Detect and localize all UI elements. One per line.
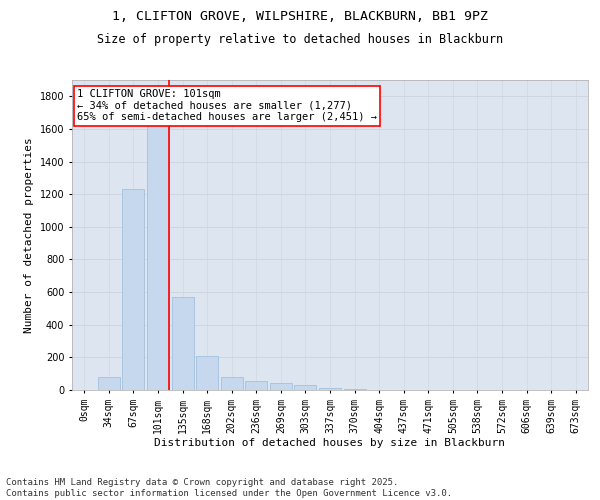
Bar [147, 116, 169, 390]
X-axis label: Distribution of detached houses by size in Blackburn: Distribution of detached houses by size … [155, 438, 505, 448]
Bar [344, 388, 365, 390]
Bar [245, 381, 268, 390]
Bar [172, 297, 194, 390]
Bar [295, 385, 316, 390]
Text: Size of property relative to detached houses in Blackburn: Size of property relative to detached ho… [97, 32, 503, 46]
Bar [122, 190, 145, 390]
Text: 1 CLIFTON GROVE: 101sqm
← 34% of detached houses are smaller (1,277)
65% of semi: 1 CLIFTON GROVE: 101sqm ← 34% of detache… [77, 90, 377, 122]
Text: Contains HM Land Registry data © Crown copyright and database right 2025.
Contai: Contains HM Land Registry data © Crown c… [6, 478, 452, 498]
Bar [270, 384, 292, 390]
Bar [221, 377, 243, 390]
Bar [319, 388, 341, 390]
Y-axis label: Number of detached properties: Number of detached properties [24, 137, 34, 333]
Bar [196, 356, 218, 390]
Bar [98, 377, 120, 390]
Text: 1, CLIFTON GROVE, WILPSHIRE, BLACKBURN, BB1 9PZ: 1, CLIFTON GROVE, WILPSHIRE, BLACKBURN, … [112, 10, 488, 23]
